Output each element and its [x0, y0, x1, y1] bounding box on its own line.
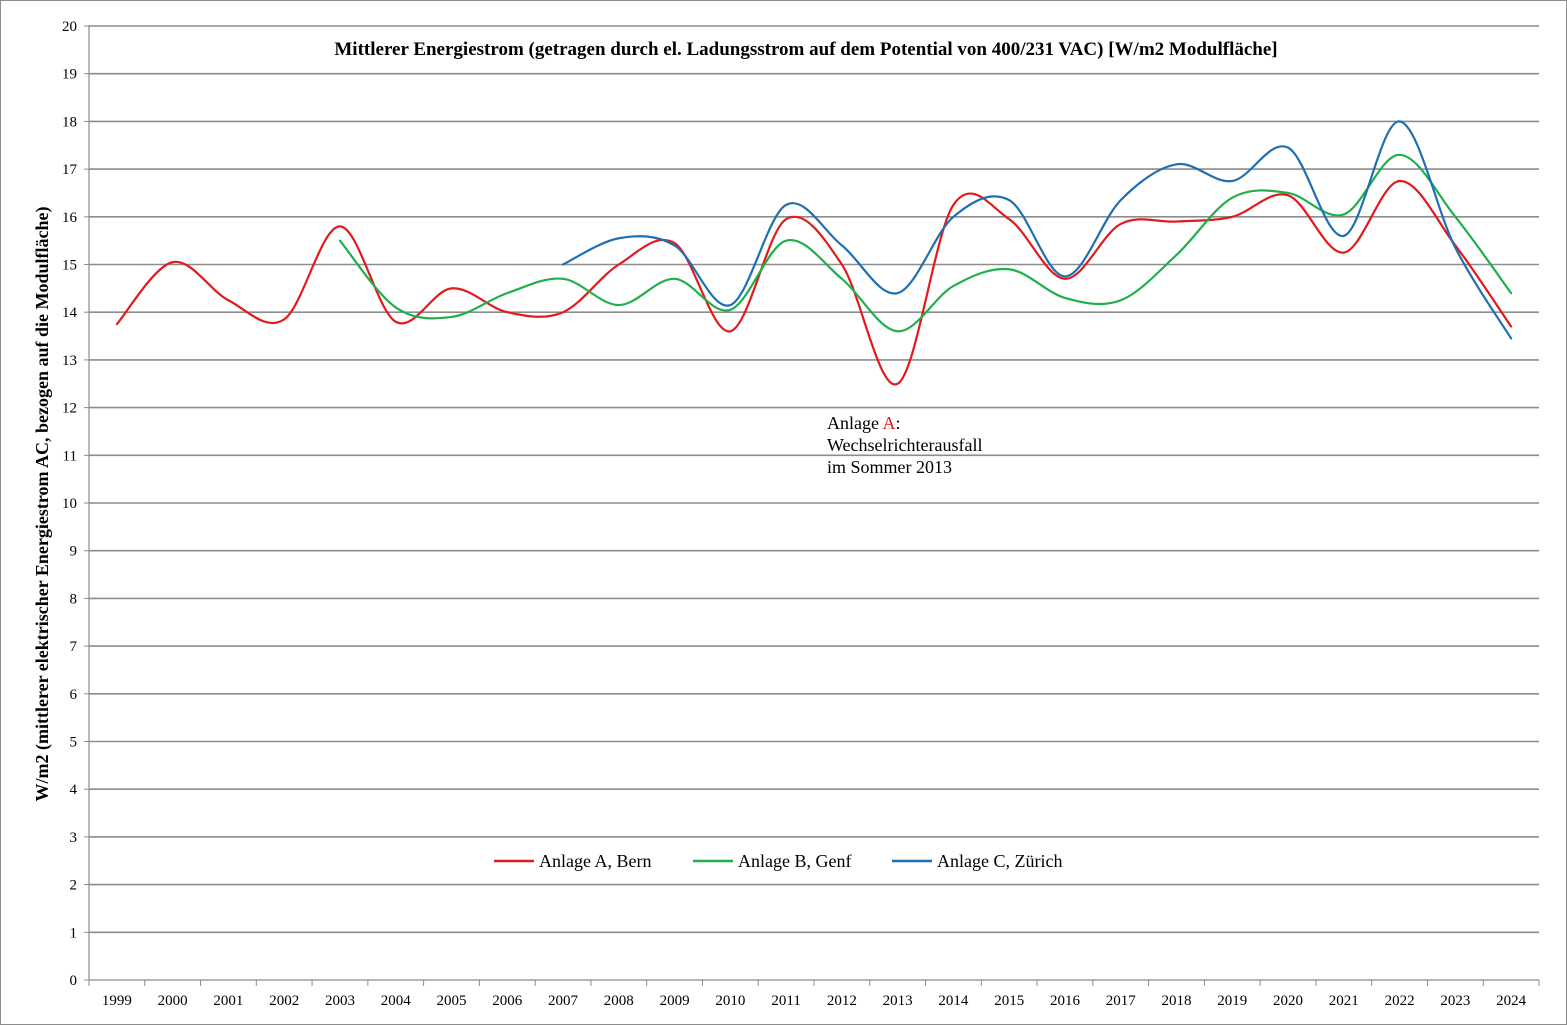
x-tick-label: 2010	[715, 993, 745, 1009]
annotation-suffix: :	[896, 413, 901, 433]
x-tick-label: 2012	[827, 993, 857, 1009]
y-tick-label: 8	[70, 591, 78, 607]
x-tick-label: 2005	[437, 993, 467, 1009]
x-tick-label: 2002	[269, 993, 299, 1009]
x-tick-label: 2000	[158, 993, 188, 1009]
y-tick-label: 0	[70, 973, 78, 989]
y-tick-label: 10	[62, 496, 77, 512]
x-tick-label: 2019	[1217, 993, 1247, 1009]
x-tick-label: 2008	[604, 993, 634, 1009]
x-tick-label: 2017	[1106, 993, 1137, 1009]
series-line-2	[338, 153, 1513, 333]
chart-title: Mittlerer Energiestrom (getragen durch e…	[334, 39, 1277, 60]
y-tick-label: 15	[62, 258, 77, 274]
x-tick-label: 2013	[883, 993, 913, 1009]
y-tick-label: 6	[70, 687, 78, 703]
x-tick-label: 2004	[381, 993, 412, 1009]
legend-label: Anlage B, Genf	[738, 851, 851, 871]
legend-label: Anlage A, Bern	[539, 851, 651, 871]
x-tick-label: 2020	[1273, 993, 1303, 1009]
series-line-3	[561, 120, 1513, 340]
x-tick-label: 2023	[1440, 993, 1470, 1009]
y-tick-label: 4	[70, 782, 78, 798]
y-tick-label: 5	[70, 735, 78, 751]
y-tick-label: 20	[62, 19, 77, 35]
x-tick-label: 2014	[938, 993, 969, 1009]
y-tick-label: 9	[70, 544, 78, 560]
y-tick-label: 19	[62, 67, 77, 83]
y-tick-label: 1	[70, 925, 78, 941]
series-layer	[115, 120, 1513, 386]
grid-layer	[89, 25, 1539, 934]
x-tick-label: 2024	[1496, 993, 1527, 1009]
x-tick-label: 2011	[771, 993, 800, 1009]
annotation-line-1: Anlage A:	[827, 413, 901, 433]
series-line-1	[115, 179, 1513, 386]
x-tick-label: 2022	[1385, 993, 1415, 1009]
x-tick-label: 2006	[492, 993, 523, 1009]
y-tick-label: 2	[70, 878, 78, 894]
annotation-prefix: Anlage	[827, 413, 883, 433]
x-tick-label: 2003	[325, 993, 355, 1009]
legend: Anlage A, Bern Anlage B, Genf Anlage C, Zü…	[494, 851, 1062, 871]
x-tick-label: 2007	[548, 993, 579, 1009]
annotation-line-2: Wechselrichterausfall	[827, 435, 982, 455]
y-tick-label: 3	[70, 830, 78, 846]
y-tick-label: 18	[62, 114, 77, 130]
x-tick-label: 2001	[213, 993, 243, 1009]
y-axis-label: W/m2 (mittlerer elektrischer Energiestro…	[32, 206, 53, 801]
y-tick-label: 12	[62, 401, 77, 417]
y-tick-label: 14	[62, 305, 78, 321]
y-tick-label: 13	[62, 353, 77, 369]
x-tick-label: 2009	[660, 993, 690, 1009]
legend-label: Anlage C, Zürich	[937, 851, 1062, 871]
y-tick-label: 17	[62, 162, 78, 178]
x-tick-label: 2016	[1050, 993, 1081, 1009]
annotation-line-3: im Sommer 2013	[827, 457, 952, 477]
y-tick-label: 11	[63, 448, 77, 464]
x-tick-label: 1999	[102, 993, 132, 1009]
x-tick-label: 2021	[1329, 993, 1359, 1009]
x-tick-label: 2018	[1162, 993, 1192, 1009]
x-tick-label: 2015	[994, 993, 1024, 1009]
annotation-highlight: A	[883, 413, 896, 433]
y-tick-label: 7	[70, 639, 78, 655]
y-tick-label: 16	[62, 210, 78, 226]
